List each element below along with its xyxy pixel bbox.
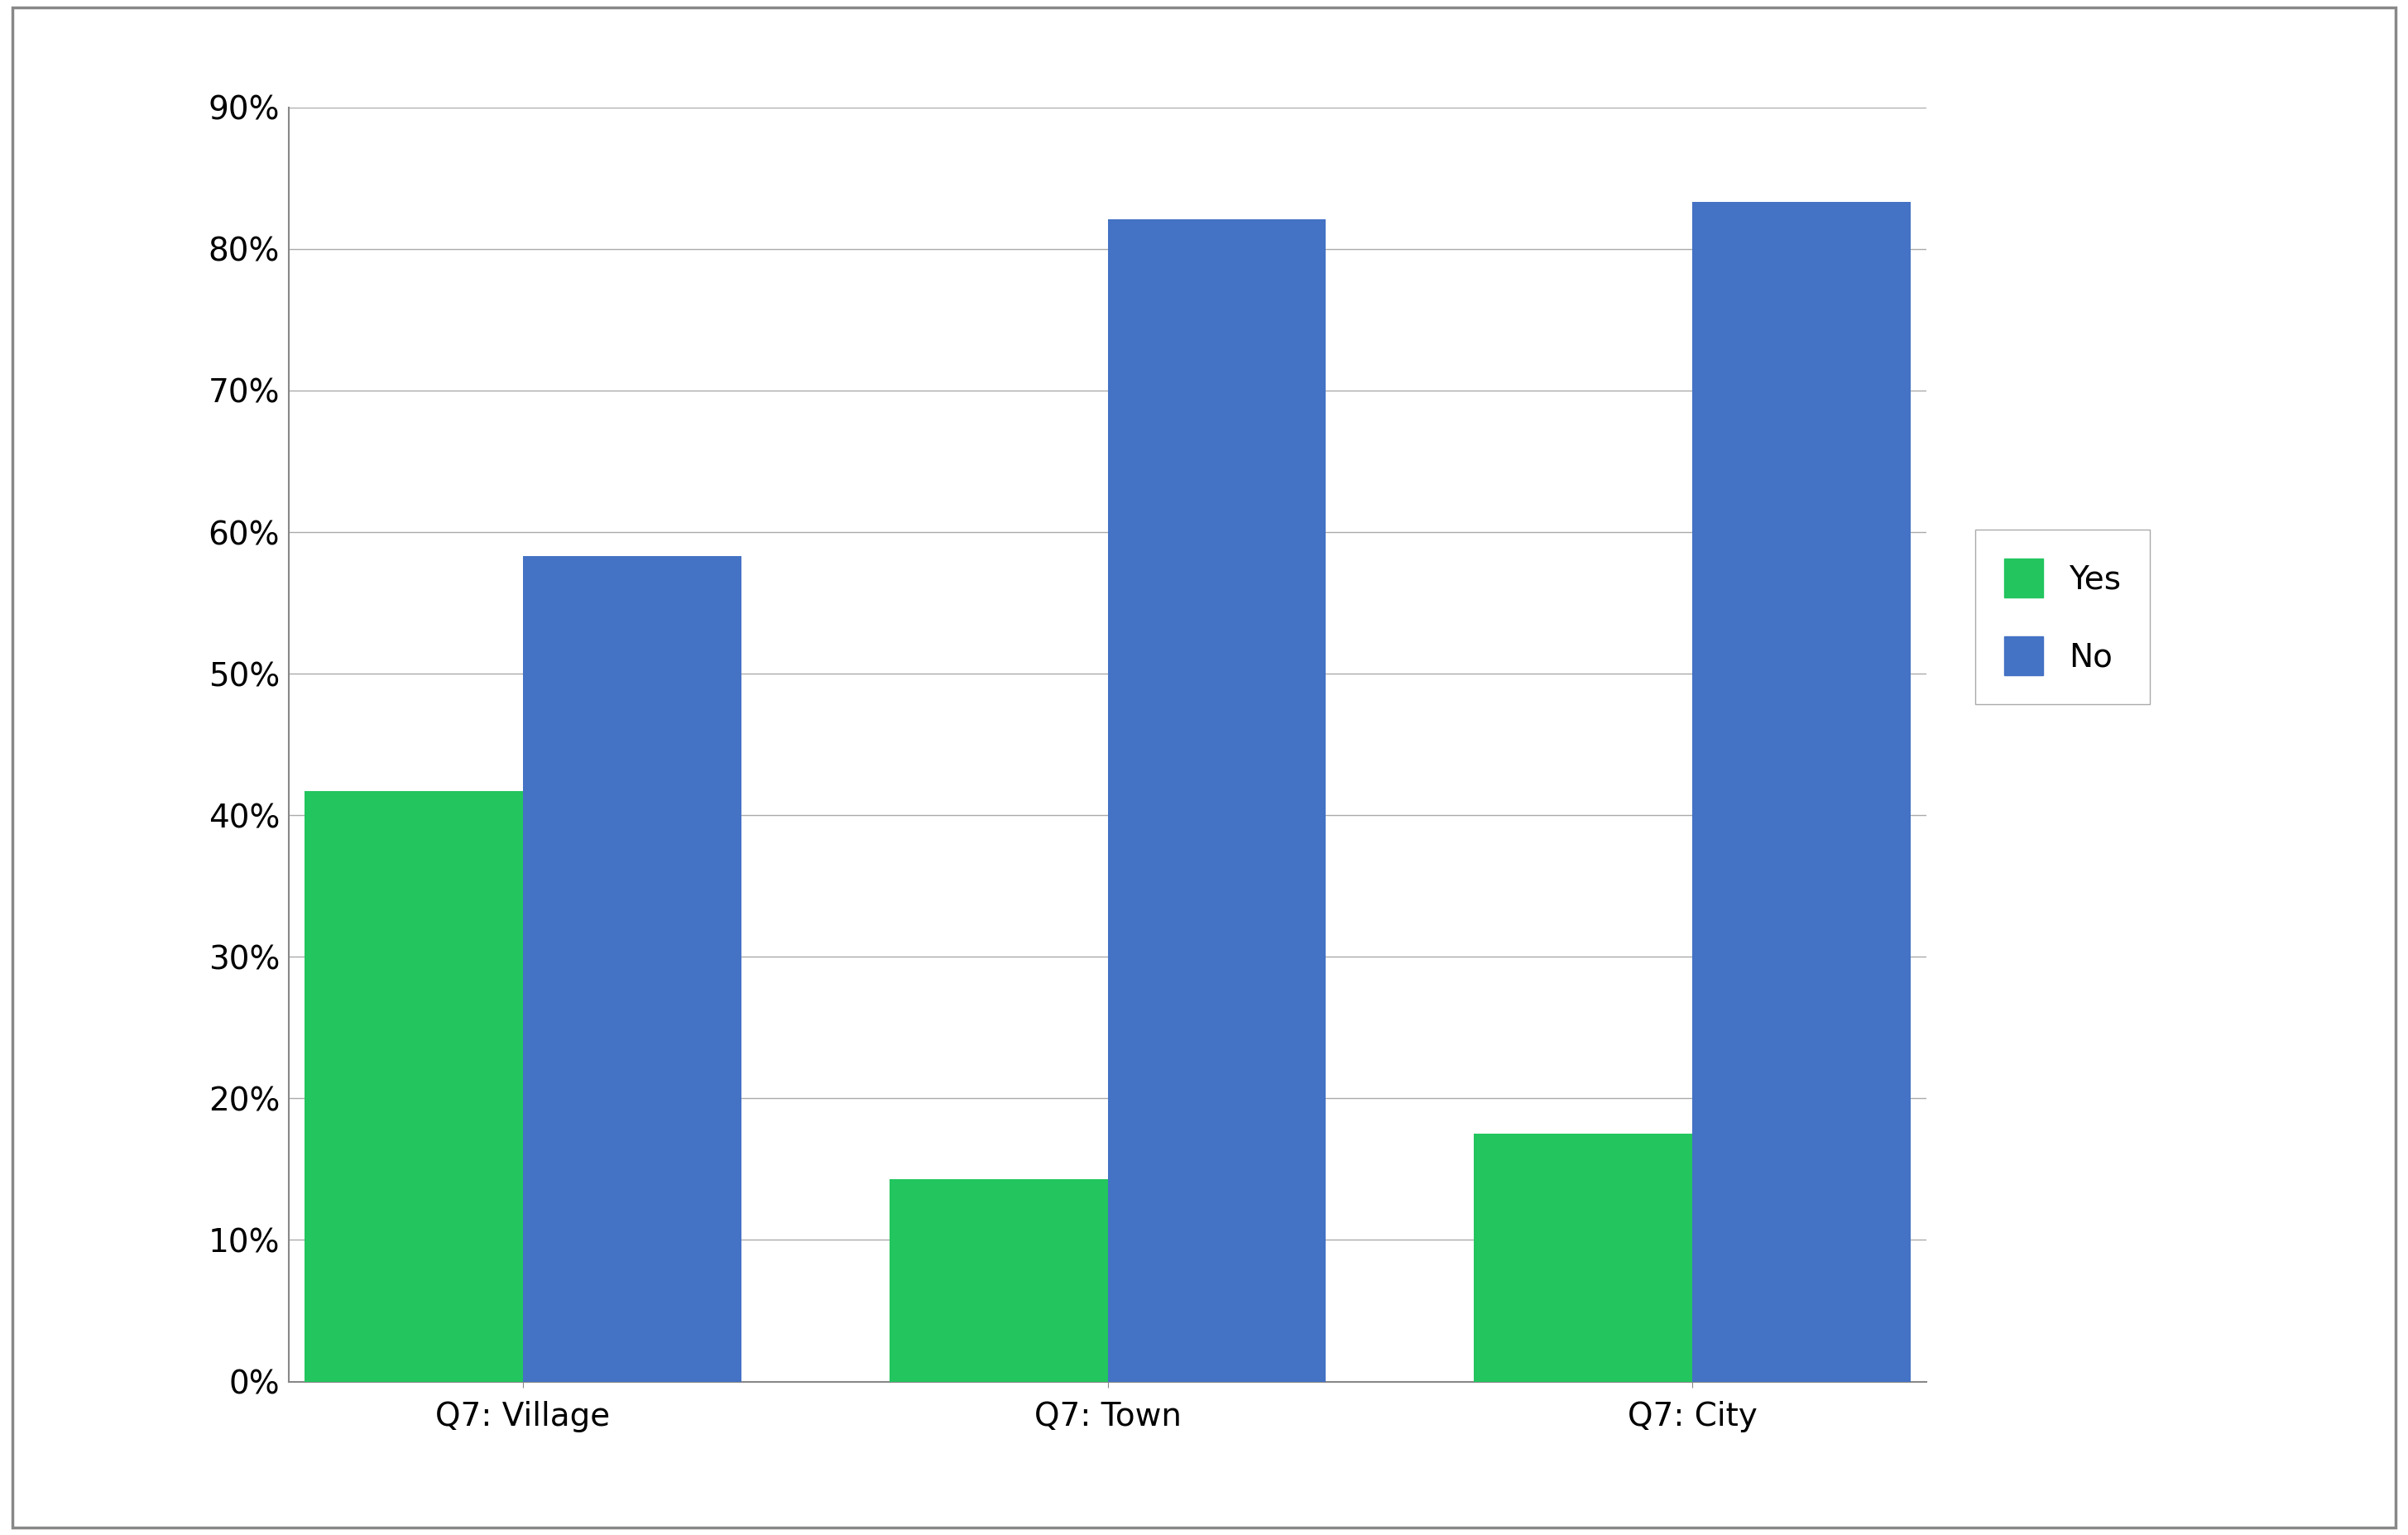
Legend: Yes, No: Yes, No xyxy=(1975,530,2150,705)
Bar xyxy=(1108,220,1327,1382)
Bar xyxy=(303,791,523,1382)
Bar xyxy=(889,1179,1108,1382)
Bar xyxy=(1474,1134,1693,1382)
Bar xyxy=(1693,203,1912,1382)
Bar xyxy=(523,556,742,1382)
